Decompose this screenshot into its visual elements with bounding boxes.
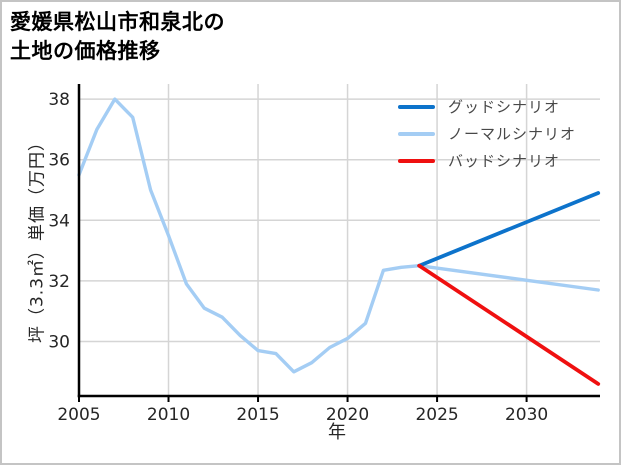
y-tick-label: 32 xyxy=(48,272,70,292)
x-tick-label: 2005 xyxy=(57,405,100,425)
series-line xyxy=(417,263,601,386)
legend-item-bad: バッドシナリオ xyxy=(398,147,576,174)
good-scenario-line-swatch xyxy=(398,104,435,109)
x-tick-label: 2030 xyxy=(505,405,548,425)
legend-label-bad: バッドシナリオ xyxy=(448,152,561,170)
series-line xyxy=(77,97,600,374)
y-tick-label: 34 xyxy=(48,211,70,231)
bad-scenario-line-swatch xyxy=(398,158,435,163)
legend-label-good: グッドシナリオ xyxy=(448,98,561,116)
y-tick-label: 36 xyxy=(48,151,70,171)
legend-item-good: グッドシナリオ xyxy=(398,93,576,120)
chart-title-line1: 愛媛県松山市和泉北の xyxy=(10,10,225,34)
legend-item-normal: ノーマルシナリオ xyxy=(398,120,576,147)
x-tick-label: 2025 xyxy=(415,405,458,425)
x-tick-label: 2010 xyxy=(147,405,190,425)
x-axis-label: 年 xyxy=(328,422,346,443)
normal-scenario-line-swatch xyxy=(398,131,435,136)
x-tick-label: 2015 xyxy=(236,405,279,425)
legend: グッドシナリオ ノーマルシナリオ バッドシナリオ xyxy=(398,93,576,174)
chart-title-line2: 土地の価格推移 xyxy=(10,39,161,63)
y-tick-label: 38 xyxy=(48,90,70,110)
y-tick-label: 30 xyxy=(48,332,70,352)
x-tick-label: 2020 xyxy=(326,405,369,425)
legend-label-normal: ノーマルシナリオ xyxy=(448,125,577,143)
y-axis-label: 坪（3.3㎡）単価（万円） xyxy=(27,132,48,344)
series-line xyxy=(417,191,601,268)
chart-title: 愛媛県松山市和泉北の 土地の価格推移 xyxy=(10,8,225,66)
